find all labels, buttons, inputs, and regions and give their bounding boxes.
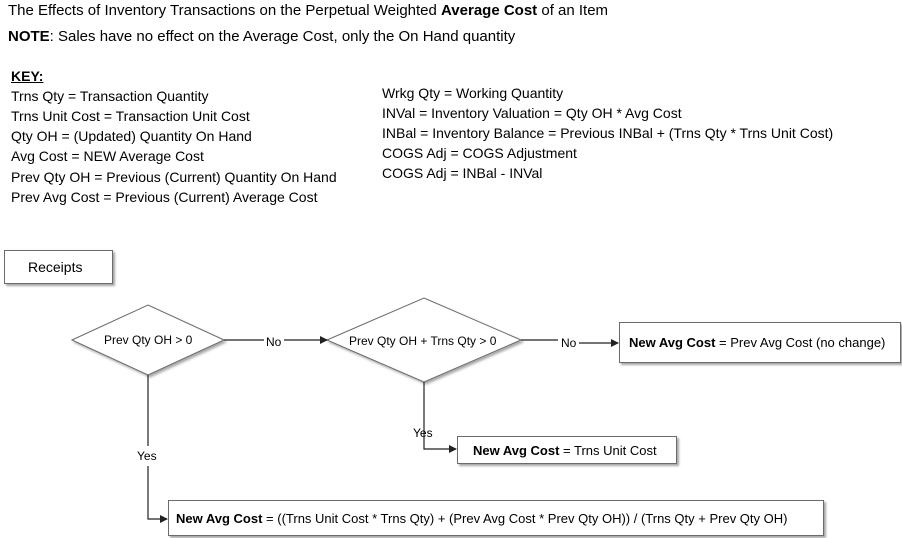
result-no-change-bold: New Avg Cost — [629, 335, 716, 350]
edge-label-yes-2: Yes — [413, 426, 433, 440]
key-item: COGS Adj = INBal - INVal — [382, 165, 543, 181]
key-item: COGS Adj = COGS Adjustment — [382, 145, 577, 161]
result-no-change-text: = Prev Avg Cost (no change) — [715, 335, 886, 350]
note-label: NOTE — [8, 28, 50, 45]
key-item: Wrkg Qty = Working Quantity — [382, 85, 564, 101]
receipts-label: Receipts — [28, 259, 83, 275]
key-item: Prev Avg Cost = Previous (Current) Avera… — [11, 189, 318, 205]
key-item: Trns Unit Cost = Transaction Unit Cost — [11, 108, 250, 124]
result-no-change-box: New Avg Cost = Prev Avg Cost (no change) — [619, 322, 901, 363]
title-bold: Average Cost — [441, 2, 538, 19]
result-unit-cost-bold: New Avg Cost — [473, 442, 560, 458]
result-unit-cost-text: = Trns Unit Cost — [559, 442, 657, 458]
key-item: Prev Qty OH = Previous (Current) Quantit… — [11, 169, 337, 185]
note-text: : Sales have no effect on the Average Co… — [49, 28, 516, 45]
key-item: Trns Qty = Transaction Quantity — [11, 88, 209, 104]
key-item: Qty OH = (Updated) Quantity On Hand — [11, 128, 252, 144]
key-item: Avg Cost = NEW Average Cost — [11, 148, 204, 164]
result-weighted-box: New Avg Cost = ((Trns Unit Cost * Trns Q… — [168, 500, 824, 536]
title-suffix: of an Item — [537, 2, 609, 19]
key-item: INBal = Inventory Balance = Previous INB… — [382, 125, 834, 141]
decision-1-label: Prev Qty OH > 0 — [104, 333, 193, 347]
note-line: NOTE: Sales have no effect on the Averag… — [8, 28, 515, 45]
decision-2-label: Prev Qty OH + Trns Qty > 0 — [349, 334, 497, 348]
page-title: The Effects of Inventory Transactions on… — [8, 2, 608, 19]
key-item: INVal = Inventory Valuation = Qty OH * A… — [382, 105, 682, 121]
connector-d1-weighted-arrow — [147, 466, 168, 523]
edge-label-yes-1: Yes — [137, 449, 157, 463]
result-weighted-bold: New Avg Cost — [176, 510, 263, 526]
result-unit-cost-box: New Avg Cost = Trns Unit Cost — [457, 436, 677, 464]
result-weighted-text: = ((Trns Unit Cost * Trns Qty) + (Prev A… — [262, 510, 788, 526]
edge-label-no-2: No — [561, 336, 577, 350]
edge-label-no-1: No — [266, 335, 282, 349]
title-prefix: The Effects of Inventory Transactions on… — [8, 2, 442, 19]
receipts-start-box: Receipts — [4, 250, 113, 284]
key-title: KEY: — [11, 68, 44, 84]
connector-d2-unitcost — [423, 382, 457, 453]
